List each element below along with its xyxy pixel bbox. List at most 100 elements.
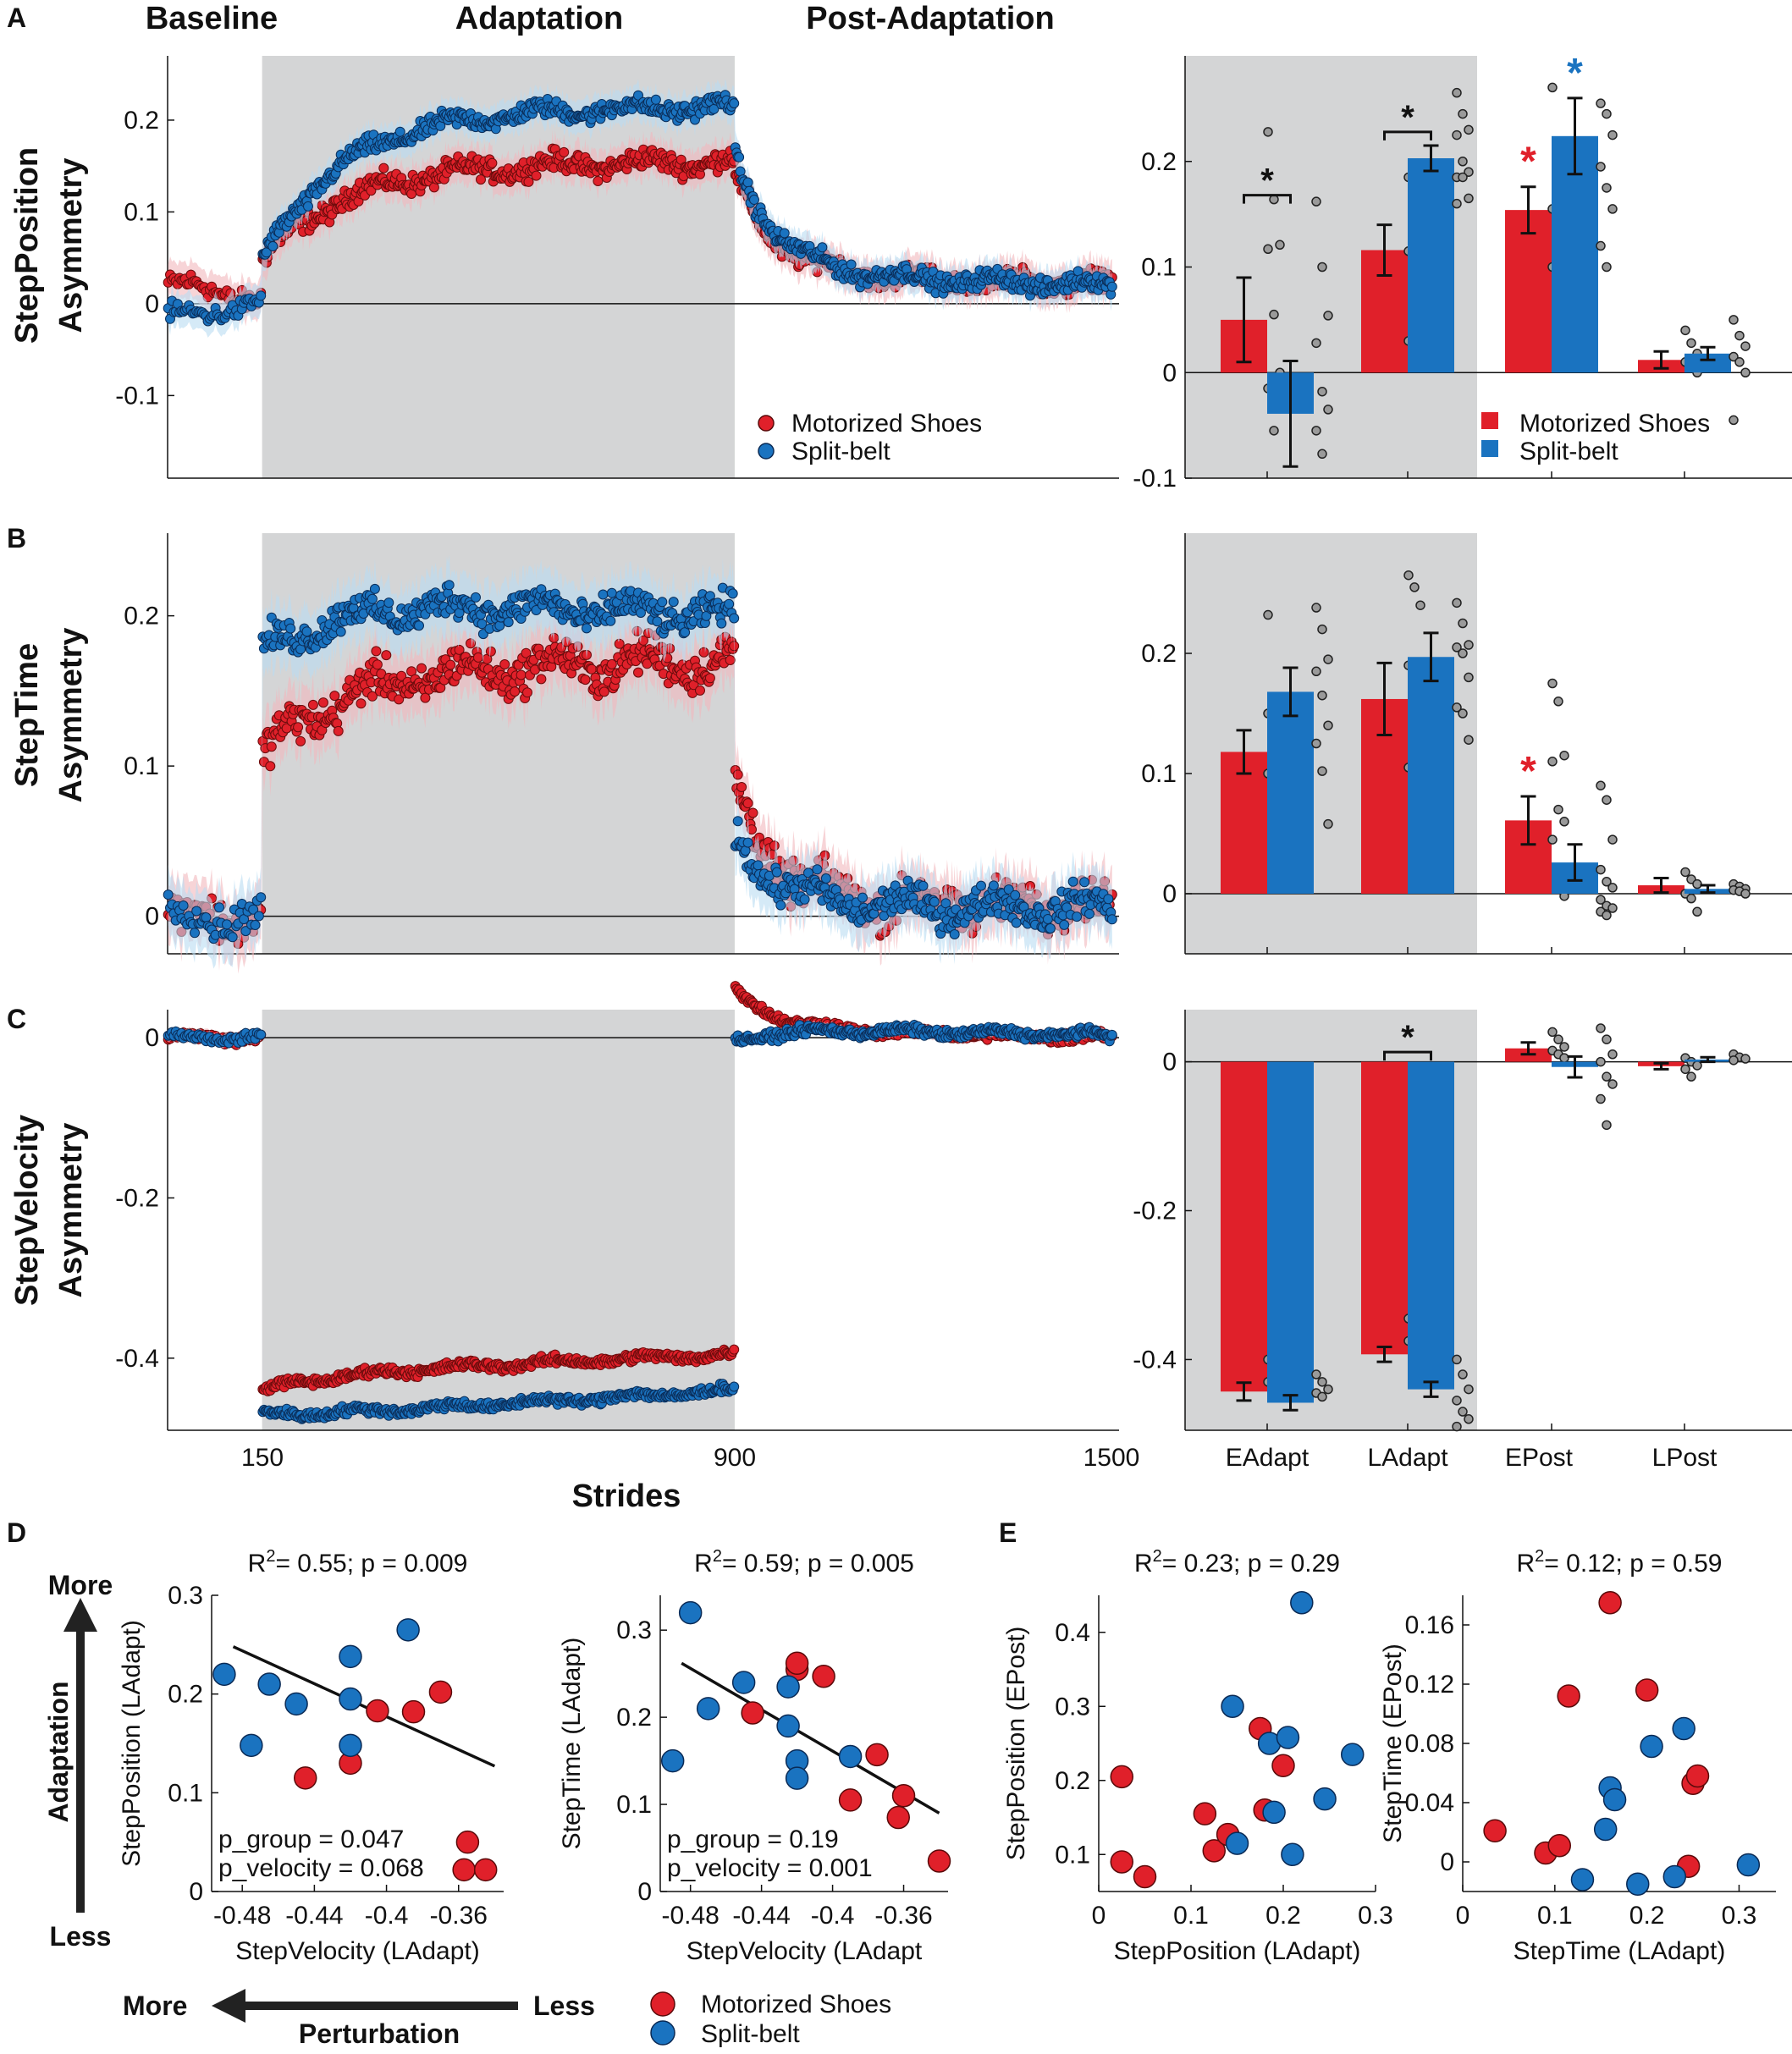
- x-tick-label: 0.2: [1265, 1902, 1301, 1930]
- subject-point: [1559, 1042, 1569, 1052]
- data-point: [317, 697, 328, 708]
- bars-step-velocity: -0.4-0.20*: [1133, 1010, 1792, 1432]
- data-point: [531, 170, 542, 181]
- scatter-title: R2= 0.12; p = 0.59: [1517, 1547, 1723, 1578]
- data-point: [776, 1675, 800, 1699]
- data-point: [587, 664, 597, 675]
- data-point: [452, 1858, 476, 1882]
- subject-point: [1547, 757, 1558, 767]
- data-point: [1635, 1678, 1659, 1702]
- y-axis-label: StepTime (LAdapt): [558, 1638, 586, 1850]
- data-point: [785, 1766, 809, 1790]
- subject-point: [1415, 600, 1425, 610]
- data-point: [1547, 1834, 1572, 1858]
- data-point: [401, 1699, 426, 1724]
- x-tick-label: -0.48: [213, 1902, 271, 1930]
- y-tick-label: 0: [1162, 1049, 1177, 1077]
- x-tick-1500: 1500: [1083, 1444, 1140, 1472]
- subject-point: [1317, 449, 1327, 460]
- subject-point: [1729, 315, 1739, 325]
- subject-point: [1729, 415, 1739, 426]
- data-point: [190, 928, 200, 939]
- x-tick-label: -0.48: [661, 1902, 719, 1930]
- data-point: [582, 623, 592, 634]
- row-title-a-line1: StepPosition: [9, 147, 45, 344]
- subject-point: [1464, 124, 1474, 135]
- data-point: [372, 659, 383, 670]
- data-point: [381, 650, 392, 661]
- subject-point: [1323, 405, 1333, 415]
- timecourse-step-time: 00.10.2: [124, 533, 1119, 974]
- y-tick-label: 0.2: [124, 107, 159, 135]
- x-tick-label: 0.1: [1173, 1902, 1209, 1930]
- data-point: [1281, 1842, 1304, 1866]
- x-tick-label: -0.36: [874, 1902, 932, 1930]
- data-point: [606, 587, 617, 598]
- data-point: [698, 647, 709, 658]
- subject-point: [1452, 129, 1462, 140]
- data-point: [846, 259, 857, 270]
- x-axis-label: StepTime (LAdapt): [1514, 1937, 1726, 1965]
- data-point: [769, 840, 780, 851]
- adaptation-arrow: More Less Adaptation: [43, 1570, 113, 1952]
- x-tick-label: 0.1: [1537, 1902, 1573, 1930]
- bars-step-time: 00.10.2*: [1141, 533, 1792, 955]
- data-point: [820, 873, 831, 884]
- perturbation-less-label: Less: [533, 1991, 595, 2021]
- phase-label-baseline: Baseline: [146, 1, 278, 36]
- subject-point: [1607, 204, 1618, 214]
- subject-point: [1323, 311, 1333, 321]
- subject-point: [1458, 108, 1468, 119]
- data-point: [886, 1805, 910, 1830]
- data-point: [605, 615, 616, 626]
- data-point: [817, 242, 828, 253]
- legend-scatter-label-sb: Split-belt: [701, 2020, 800, 2048]
- adaptation-arrow-head: [63, 1598, 97, 1632]
- y-tick-label: 0.16: [1405, 1611, 1454, 1639]
- stats-annotation: p_group = 0.047: [218, 1825, 404, 1853]
- data-point: [1103, 894, 1114, 905]
- y-tick-label: 0: [145, 903, 159, 931]
- subject-point: [1553, 1034, 1563, 1044]
- perturbation-more-label: More: [123, 1991, 187, 2021]
- subject-point: [1317, 386, 1327, 397]
- data-point: [473, 652, 483, 663]
- x-tick-label: 0.3: [1722, 1902, 1757, 1930]
- data-point: [929, 896, 940, 907]
- data-point: [499, 659, 510, 669]
- subject-point: [1596, 1093, 1606, 1104]
- data-point: [725, 655, 736, 665]
- subject-point: [1686, 1071, 1696, 1082]
- subject-point: [1269, 309, 1279, 320]
- subject-point: [1734, 357, 1745, 367]
- subject-point: [1607, 883, 1618, 893]
- data-point: [1662, 1864, 1687, 1889]
- data-point: [927, 1849, 951, 1873]
- subject-point: [1607, 834, 1618, 845]
- scatter-title: R2= 0.23; p = 0.29: [1134, 1547, 1340, 1578]
- data-point: [1570, 1868, 1595, 1892]
- data-point: [729, 98, 740, 109]
- y-tick-label: 0.12: [1405, 1671, 1454, 1699]
- data-point: [729, 1344, 740, 1355]
- subject-point: [1602, 1034, 1612, 1044]
- y-tick-label: 0: [1162, 359, 1177, 387]
- data-point: [445, 659, 456, 670]
- subject-point: [1464, 672, 1474, 683]
- subject-point: [1458, 1407, 1468, 1417]
- data-point: [559, 146, 570, 157]
- subject-point: [1596, 98, 1606, 108]
- data-point: [1042, 914, 1053, 924]
- subject-point: [1547, 834, 1558, 845]
- y-tick-label: 0.2: [168, 1681, 203, 1709]
- y-tick-label: 0.1: [616, 1791, 652, 1819]
- legend-swatch-ms: [1481, 412, 1498, 429]
- legend-marker-ms: [758, 415, 775, 432]
- data-point: [695, 685, 705, 696]
- y-tick-label: 0.4: [1055, 1619, 1090, 1647]
- subject-point: [1464, 640, 1474, 650]
- y-tick-label: 0.2: [1055, 1767, 1090, 1795]
- data-point: [267, 241, 278, 251]
- x-tick-900: 900: [714, 1444, 756, 1472]
